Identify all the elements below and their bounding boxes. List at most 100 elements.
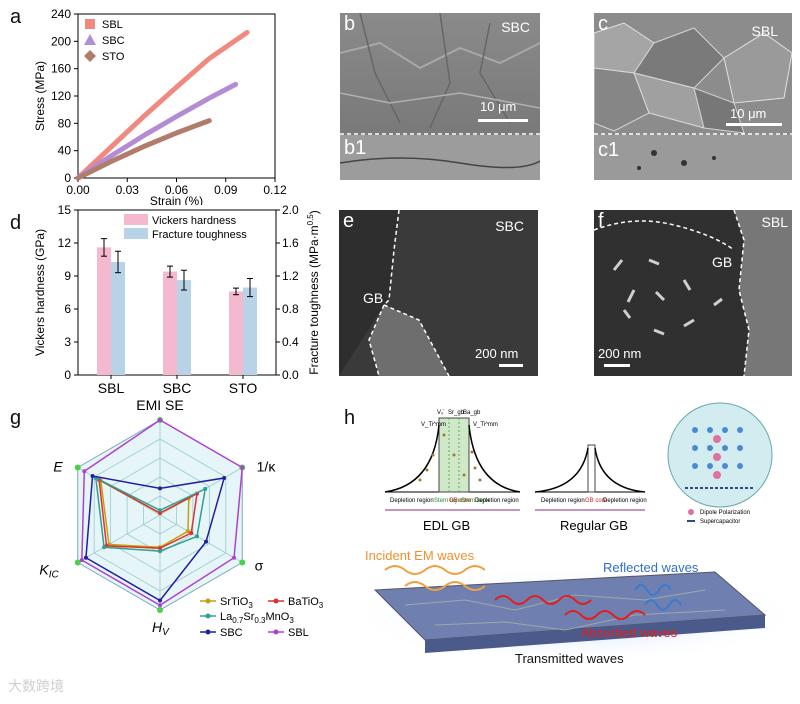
edl-region-5: Depletion region [475,498,519,504]
chart-d-legend-swatch [124,228,148,239]
chart-a-legend-label: SBC [102,35,125,47]
chart-a-legend-marker [84,34,96,45]
chart-d-ytick-label: 0 [64,368,71,382]
chart-a-ytick-label: 240 [51,7,71,21]
chart-g-point [222,476,226,480]
chart-d-legend-label: Vickers hardness [152,215,237,227]
chart-g-axis-e: E [53,459,63,475]
chart-d-y2tick-label: 1.2 [282,269,299,283]
edl-top-label-3: Ba_gb [463,410,481,416]
chart-a-xtick-label: 0.00 [66,183,90,197]
chart-g-legend-marker [206,599,211,604]
chart-g-point [158,603,162,607]
material-slab: Incident EM waves Reflected waves Absorb… [345,548,800,666]
chart-g-axis-emi: EMI SE [136,400,183,413]
panel-label-e: e [343,210,354,233]
chart-d-bar-fracture-toughness [111,262,125,375]
chart-d-ytick-label: 9 [64,269,71,283]
legend-dipole: Dipole Polarization [700,510,750,516]
chart-g-legend-label: SrTiO3 [220,596,253,610]
sem-image-c: c SBL 10 μm c1 [594,13,792,180]
chart-g-spoke-end [75,560,81,566]
transmitted-label: Transmitted waves [515,651,624,666]
schematic-h: V₀̈ Sr_gb Ba_gb V_Ti^mm V_Ti^mm Depletio… [345,400,800,675]
chart-a-legend-label: SBL [102,19,123,31]
regular-gb-title: Regular GB [560,518,628,533]
chart-d-legend-label: Fracture toughness [152,229,247,241]
tem-f-scale-text: 200 nm [598,346,641,361]
chart-d-y2label: Fracture toughness (MPa·m0.5) [306,210,321,375]
chart-a-xtick-label: 0.03 [116,183,140,197]
chart-a: 040801201602002400.00 0.03 0.06 0.09 0.12Str… [0,0,300,205]
chart-g-axis-kic: KIC [39,562,59,581]
edl-region-1: Depletion region [390,498,434,504]
chart-d-y2tick-label: 0.0 [282,368,299,382]
chart-d-ytick-label: 3 [64,335,71,349]
chart-g-legend-marker [274,630,279,635]
chart-g-point [158,599,162,603]
chart-g-point [84,556,88,560]
tem-e-sample-label: SBC [495,218,524,234]
chart-g-point [82,469,86,473]
chart-g-point [240,466,244,470]
chart-d-bar-vickers-hardness [97,247,111,375]
chart-d-bar-fracture-toughness [243,288,257,375]
tem-e-gb-label: GB [363,290,383,306]
chart-g-legend-label: BaTiO3 [288,596,324,610]
legend-supercap: Supercapacitor [700,519,740,525]
chart-d-y2tick-label: 0.4 [282,335,299,349]
chart-g-axis-kappa: 1/κ [257,459,277,475]
chart-g-point [102,545,106,549]
sem-image-b: b SBC 10 μm b1 [340,13,540,180]
chart-d-category-label: STO [229,380,258,396]
tem-f-gb-label: GB [712,254,732,270]
chart-d-y2tick-label: 1.6 [282,236,299,250]
regular-region-1: Depletion region [541,498,585,504]
reflected-label: Reflected waves [603,560,699,575]
edl-v-left: V_Ti^mm [421,422,446,428]
chart-g-radar: EMI SE1/κσHVKICESrTiO3 BaTiO3La0.7Sr0.3Mn… [0,400,345,670]
chart-a-xtick-label: 0.12 [263,183,287,197]
tem-e-scale-text: 200 nm [475,346,518,361]
chart-g-point [203,487,207,491]
zoom-circle: Dipole Polarization Supercapacitor [668,403,772,525]
chart-a-ytick-label: 120 [51,89,71,103]
chart-d-bar-fracture-toughness [177,280,191,375]
chart-g-legend-label: SBL [288,627,309,639]
chart-g-point [91,474,95,478]
chart-g-point [80,558,84,562]
sem-b-sample-label: SBC [501,19,530,35]
chart-a-ytick-label: 200 [51,34,71,48]
chart-d-ytick-label: 12 [58,236,72,250]
chart-g-legend-marker [274,599,279,604]
chart-a-ytick-label: 80 [58,116,72,130]
chart-g-legend-label: SBC [220,627,243,639]
chart-g-point [232,556,236,560]
sem-c-scale-text: 10 μm [730,106,766,121]
panel-label-c1: c1 [598,139,619,162]
tem-image-e: e SBC GB 200 nm [339,210,538,376]
edl-top-label-1: V₀̈ [437,410,444,416]
chart-g-legend-label: La0.7Sr0.3MnO3 [220,611,294,625]
chart-g-axis-sigma: σ [255,558,264,574]
edl-v-right: V_Ti^mm [473,422,498,428]
chart-d-bar-vickers-hardness [229,291,243,375]
chart-d-category-label: SBC [163,380,192,396]
chart-a-legend-marker [85,19,95,29]
chart-a-legend-label: STO [102,51,125,63]
chart-g-point [195,534,199,538]
panel-label-b1: b1 [344,137,366,160]
chart-d-bar-vickers-hardness [163,272,177,375]
chart-g-spoke-end [157,607,163,613]
chart-a-legend-marker [84,50,96,62]
panel-label-b: b [344,13,355,36]
regular-region-3: Depletion region [603,498,647,504]
sem-c-sample-label: SBL [752,23,778,39]
chart-a-ylabel: Stress (MPa) [33,61,47,131]
chart-d-y2tick-label: 0.8 [282,302,299,316]
tem-image-f: f SBL GB 200 nm [594,210,792,376]
chart-g-point [158,418,162,422]
incident-label: Incident EM waves [365,548,475,563]
chart-a-ytick-label: 40 [58,144,72,158]
sem-b-scale-bar [478,119,528,122]
